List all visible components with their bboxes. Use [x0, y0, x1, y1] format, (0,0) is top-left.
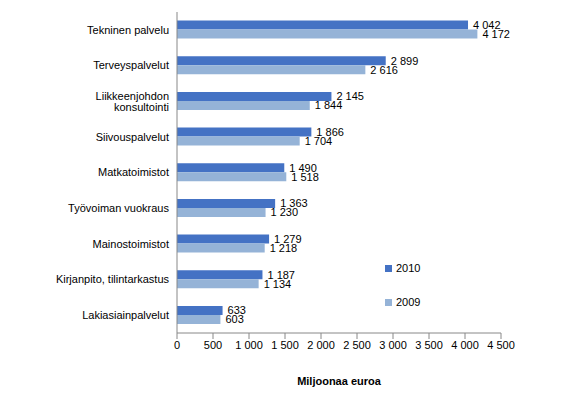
svg-text:Liikkeenjohdonkonsultointi: Liikkeenjohdonkonsultointi — [96, 90, 169, 113]
svg-text:Matkatoimistot: Matkatoimistot — [98, 166, 169, 178]
svg-text:500: 500 — [204, 339, 222, 351]
svg-text:1 866: 1 866 — [316, 126, 344, 138]
svg-text:603: 603 — [225, 313, 243, 325]
svg-text:1 218: 1 218 — [270, 242, 298, 254]
svg-text:4 172: 4 172 — [482, 28, 510, 40]
svg-text:Työvoiman vuokraus: Työvoiman vuokraus — [68, 202, 169, 214]
html-text:2010: 2010 — [396, 262, 421, 274]
html-text:2009: 2009 — [396, 296, 421, 308]
svg-text:2 616: 2 616 — [370, 64, 398, 76]
svg-text:4 000: 4 000 — [451, 339, 479, 351]
svg-text:2 500: 2 500 — [343, 339, 371, 351]
svg-text:633: 633 — [227, 304, 246, 317]
svg-text:1 363: 1 363 — [280, 197, 308, 210]
svg-text:1 134: 1 134 — [264, 278, 292, 290]
svg-text:3 000: 3 000 — [379, 339, 407, 351]
svg-text:1 518: 1 518 — [291, 171, 319, 183]
svg-text:1 500: 1 500 — [271, 339, 299, 351]
svg-text:4 500: 4 500 — [487, 339, 515, 351]
svg-text:1 844: 1 844 — [315, 99, 343, 111]
svg-text:1 000: 1 000 — [235, 339, 263, 351]
svg-text:0: 0 — [174, 339, 180, 351]
svg-text:Lakiasiainpalvelut: Lakiasiainpalvelut — [82, 309, 169, 321]
svg-text:1 704: 1 704 — [305, 135, 333, 147]
svg-text:Kirjanpito, tilintarkastus: Kirjanpito, tilintarkastus — [56, 273, 170, 285]
svg-text:2 000: 2 000 — [307, 339, 335, 351]
svg-text:Mainostoimistot: Mainostoimistot — [93, 238, 169, 250]
svg-text:1 279: 1 279 — [274, 233, 302, 245]
svg-text:1 490: 1 490 — [289, 161, 317, 174]
svg-text:Terveyspalvelut: Terveyspalvelut — [93, 59, 169, 71]
svg-text:1 230: 1 230 — [271, 206, 299, 218]
svg-text:3 500: 3 500 — [415, 339, 443, 351]
svg-text:Miljoonaa euroa: Miljoonaa euroa — [297, 375, 382, 387]
svg-text:1 187: 1 187 — [267, 268, 295, 281]
svg-text:4 042: 4 042 — [473, 19, 501, 31]
svg-text:2 899: 2 899 — [390, 54, 419, 67]
svg-text:Tekninen palvelu: Tekninen palvelu — [87, 24, 169, 36]
svg-text:2 145: 2 145 — [336, 90, 364, 103]
svg-text:Siivouspalvelut: Siivouspalvelut — [96, 131, 169, 143]
